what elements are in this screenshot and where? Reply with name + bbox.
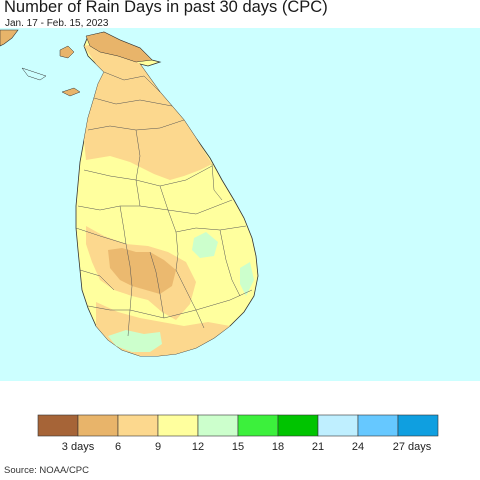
legend-label-15: 15 (231, 441, 245, 453)
southeast-coast-12-15 (240, 262, 254, 296)
legend-bin-15-18 (237, 414, 279, 437)
legend-label-24: 24 (351, 441, 365, 453)
india-coast-islands (21, 67, 47, 81)
legend-label-9: 9 (154, 441, 162, 453)
legend-colorbar (37, 414, 439, 437)
legend-bin-9-12 (157, 414, 199, 437)
legend-bin-27-plus (397, 414, 439, 437)
highlands-3-6 (108, 248, 176, 294)
legend-bin-0-3 (37, 414, 79, 437)
legend-bin-3-6 (77, 414, 119, 437)
source-credit: Source: NOAA/CPC (4, 465, 89, 476)
legend-label-27: 27 days (392, 441, 432, 453)
mannar-island (61, 87, 81, 97)
legend-label-21: 21 (311, 441, 325, 453)
map-title: Number of Rain Days in past 30 days (CPC… (4, 0, 328, 16)
legend-label-6: 6 (114, 441, 122, 453)
map-date-range: Jan. 17 - Feb. 15, 2023 (5, 18, 109, 29)
legend-bin-12-15 (197, 414, 239, 437)
legend-bin-18-21 (277, 414, 319, 437)
legend-bin-24-27 (357, 414, 399, 437)
sea (0, 28, 480, 381)
district-boundaries (75, 71, 253, 337)
legend-bin-21-24 (317, 414, 359, 437)
legend-label-3: 3 days (61, 441, 95, 453)
jaffna-islands (59, 45, 75, 59)
india-coast (0, 29, 19, 47)
northern-region-6-9 (84, 42, 212, 180)
legend-label-18: 18 (271, 441, 285, 453)
legend-bin-6-9 (117, 414, 159, 437)
east-coast-12-15 (192, 232, 218, 258)
south-patch-12-15 (108, 330, 162, 352)
jaffna-peninsula-3-6 (85, 31, 153, 63)
legend-label-12: 12 (191, 441, 205, 453)
